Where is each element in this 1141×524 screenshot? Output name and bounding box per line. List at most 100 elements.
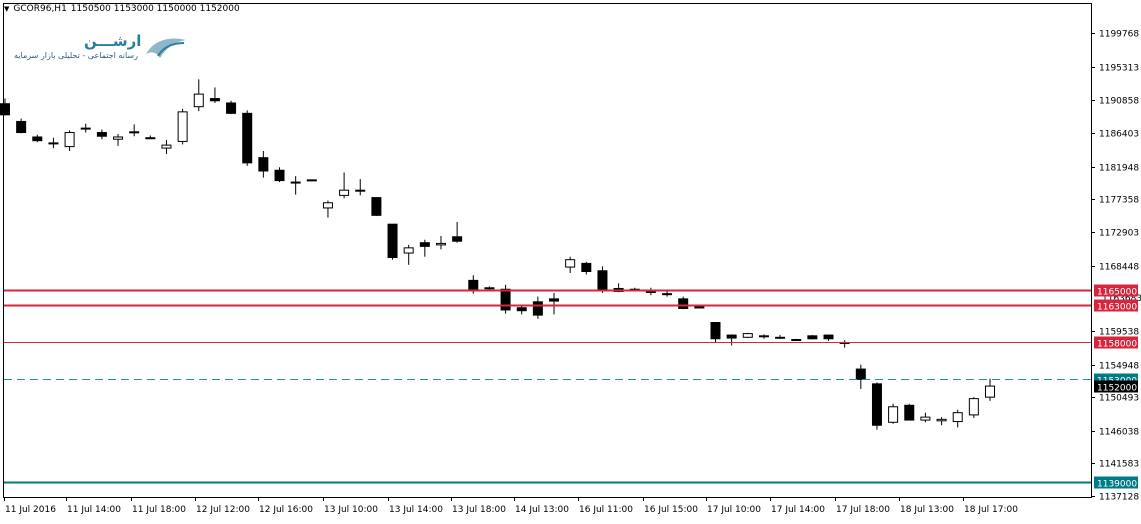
candle-body-bearish xyxy=(904,404,915,421)
candle xyxy=(920,412,931,423)
y-tick-label: 1172903 xyxy=(1099,229,1139,239)
price-label-text: 1152000 xyxy=(1097,384,1137,394)
candle xyxy=(419,239,430,257)
x-tick-label: 13 Jul 18:00 xyxy=(452,505,506,515)
logo-title: ارشـــن xyxy=(84,32,142,50)
candle xyxy=(710,322,721,343)
candle-body-bearish xyxy=(549,298,560,302)
price-label-bg xyxy=(1094,476,1138,489)
candle-body-bearish xyxy=(855,368,866,380)
candle xyxy=(936,417,947,426)
dropdown-arrow-icon[interactable]: ▼ xyxy=(4,5,10,13)
candle-body-bearish xyxy=(500,288,511,311)
candle xyxy=(290,176,301,195)
candle xyxy=(16,118,27,134)
candle-body-bearish xyxy=(468,279,479,292)
candle-body-bearish xyxy=(226,102,237,114)
time-axis: 11 Jul 2016 11 Jul 14:00 11 Jul 18:00 12 Ju… xyxy=(4,497,1018,515)
x-tick-label: 14 Jul 13:00 xyxy=(515,505,569,515)
candle-body-bullish xyxy=(968,398,979,416)
ohlc-header: ▼ GCOR96,H1 1150500 1153000 1150000 1152… xyxy=(4,4,240,14)
price-label-bg xyxy=(1094,284,1138,297)
x-tick-label: 13 Jul 14:00 xyxy=(389,505,443,515)
candle-body-bearish xyxy=(419,242,430,247)
candle-body-bullish xyxy=(161,144,172,149)
y-tick-label-obscured: 1163683 xyxy=(1102,294,1141,304)
logo-subtitle: رسانه اجتماعی - تحلیلی بازار سرمایه xyxy=(14,51,138,60)
y-tick-label: 1146038 xyxy=(1099,428,1139,438)
price-label: 1139000 xyxy=(1094,476,1138,490)
candle-body-bearish xyxy=(0,103,10,116)
price-labels: 1165000116300011580001153000115200011390… xyxy=(1094,284,1138,490)
price-label-text: 1158000 xyxy=(1097,340,1137,350)
candle xyxy=(516,306,527,315)
candle-body-bearish xyxy=(871,383,882,426)
candle-body-bearish xyxy=(258,157,269,172)
candle-body-bullish xyxy=(662,293,673,296)
y-tick-label: 1190858 xyxy=(1099,97,1139,107)
ohlc-values: 1150500 1153000 1150000 1152000 xyxy=(70,4,240,14)
x-tick-label: 12 Jul 16:00 xyxy=(259,505,313,515)
candle-body-bullish xyxy=(145,137,156,140)
candle-body-bearish xyxy=(807,335,818,340)
logo-bird-icon xyxy=(146,38,186,58)
candle xyxy=(500,284,511,314)
y-tick-label: 1177358 xyxy=(1099,196,1139,206)
candle xyxy=(387,223,398,260)
candle xyxy=(306,179,317,182)
x-tick-label: 12 Jul 12:00 xyxy=(196,505,250,515)
x-tick-label: 11 Jul 2016 xyxy=(5,505,56,515)
candle-body-bullish xyxy=(791,339,802,342)
y-tick-label: 1150493 xyxy=(1099,394,1139,404)
candle xyxy=(177,108,188,145)
candle-body-bearish xyxy=(16,120,27,134)
candle xyxy=(581,261,592,275)
candle-body-bearish xyxy=(823,334,834,340)
candle xyxy=(113,134,124,146)
y-tick-label: 1168448 xyxy=(1099,263,1139,273)
candle xyxy=(274,167,285,183)
candle-body-bearish xyxy=(516,307,527,312)
y-tick-label: 1181948 xyxy=(1099,164,1139,174)
candle xyxy=(855,364,866,390)
candle xyxy=(968,397,979,418)
candle-body-bullish xyxy=(645,290,656,293)
y-tick-label: 1159538 xyxy=(1099,328,1139,338)
x-tick-label: 17 Jul 14:00 xyxy=(771,505,825,515)
candle-body-bullish xyxy=(435,242,446,246)
price-label-bg xyxy=(1094,380,1138,393)
candle xyxy=(597,266,608,293)
candle xyxy=(64,130,75,152)
candle xyxy=(242,110,253,166)
x-tick-label: 11 Jul 14:00 xyxy=(67,505,121,515)
candle-body-bullish xyxy=(694,306,705,309)
candle-body-bullish xyxy=(742,333,753,338)
x-tick-label: 11 Jul 18:00 xyxy=(132,505,186,515)
candle-body-bullish xyxy=(565,259,576,268)
x-tick-label: 17 Jul 10:00 xyxy=(707,505,761,515)
levels-layer xyxy=(4,289,1091,484)
candle-body-bullish xyxy=(129,131,140,134)
x-tick-label: 18 Jul 17:00 xyxy=(964,505,1018,515)
candle xyxy=(0,98,10,116)
candle-body-bullish xyxy=(64,132,75,148)
y-tick-label: 1199768 xyxy=(1099,30,1139,40)
x-tick-label: 16 Jul 15:00 xyxy=(644,505,698,515)
y-tick-label: 1141583 xyxy=(1099,460,1139,470)
price-label-bg xyxy=(1094,299,1138,312)
candle-body-bullish xyxy=(403,247,414,254)
watermark-logo: ارشـــن رسانه اجتماعی - تحلیلی بازار سرم… xyxy=(14,32,190,68)
price-label-text: 1163000 xyxy=(1097,303,1137,313)
candle xyxy=(452,221,463,243)
candle xyxy=(904,403,915,421)
candle-body-bullish xyxy=(290,181,301,184)
candle xyxy=(726,334,737,346)
symbol-timeframe: GCOR96,H1 xyxy=(13,4,67,14)
y-tick-label: 1195313 xyxy=(1099,64,1139,74)
candle-body-bullish xyxy=(80,127,91,130)
candle xyxy=(791,338,802,342)
candle xyxy=(839,340,850,348)
candle xyxy=(565,256,576,273)
